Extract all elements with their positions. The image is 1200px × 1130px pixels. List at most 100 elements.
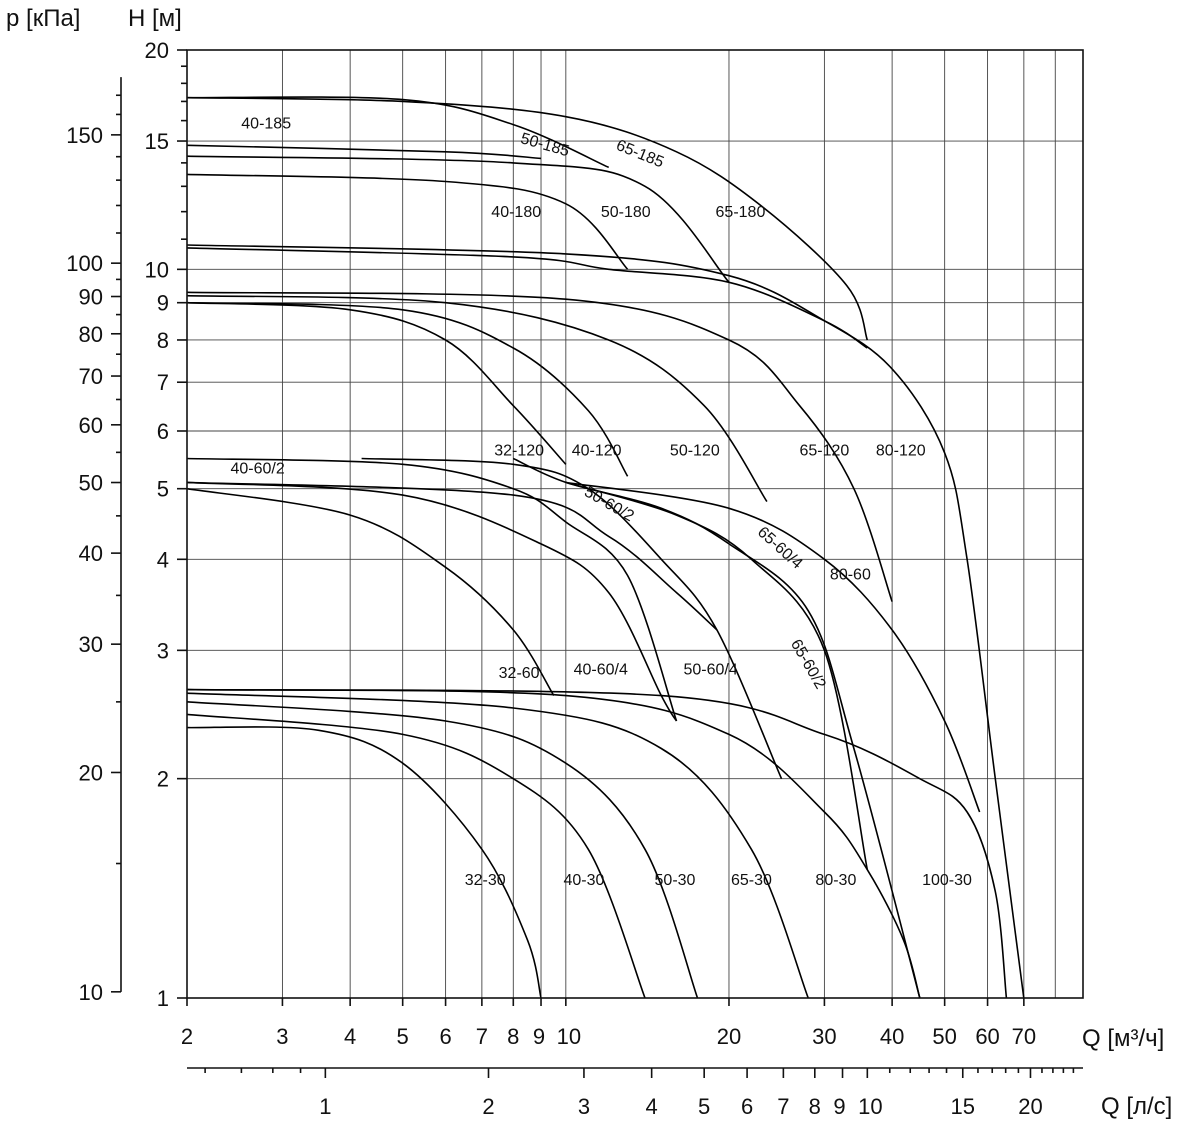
grid <box>186 49 1083 999</box>
x-tick-label: 30 <box>812 1024 836 1049</box>
x2-tick-label: 9 <box>833 1094 845 1119</box>
x-tick-label: 7 <box>476 1024 488 1049</box>
curve-label-100-30: 100-30 <box>922 872 972 889</box>
curve-65-180 <box>186 155 730 283</box>
curve-80-60 <box>565 481 981 813</box>
y2-tick-label: 80 <box>79 322 103 347</box>
x-tick-label: 20 <box>717 1024 741 1049</box>
y2-tick-label: 50 <box>79 471 103 496</box>
curve-label-40-185: 40-185 <box>241 116 291 133</box>
curve-label-40-120: 40-120 <box>572 443 622 460</box>
curve-40-180 <box>186 247 868 349</box>
y-tick-label: 8 <box>157 328 169 353</box>
x2-tick-label: 4 <box>646 1094 658 1119</box>
x-tick-label: 3 <box>276 1024 288 1049</box>
x-tick-label: 9 <box>533 1024 545 1049</box>
curve-label-80-120: 80-120 <box>876 443 926 460</box>
curve-label-32-120: 32-120 <box>494 443 544 460</box>
curve-label-50-30: 50-30 <box>655 872 696 889</box>
y-tick-label: 2 <box>157 767 169 792</box>
curve-40-120 <box>186 301 629 477</box>
y2-tick-label: 30 <box>79 632 103 657</box>
x-tick-label: 50 <box>932 1024 956 1049</box>
performance-curves <box>186 96 1025 999</box>
x-tick-label: 6 <box>439 1024 451 1049</box>
y2-tick-label: 20 <box>79 760 103 785</box>
axes: 2 3 4 5 6 7 8 9 10 20 30 40 50 60 70123456789101520102… <box>66 38 1083 1119</box>
curve-50-180 <box>186 173 629 270</box>
curve-label-65-30: 65-30 <box>731 872 772 889</box>
curve-80-120 <box>186 244 1025 999</box>
y-tick-label: 9 <box>157 291 169 316</box>
curve-40-185 <box>186 144 542 160</box>
curve-40-60/4 <box>186 481 678 722</box>
y2-tick-label: 10 <box>79 980 103 1005</box>
curve-50-185 <box>186 96 610 169</box>
x2-tick-label: 8 <box>809 1094 821 1119</box>
curve-label-40-60/4: 40-60/4 <box>574 661 628 678</box>
curve-50-120 <box>186 294 768 503</box>
x2-tick-label: 10 <box>858 1094 882 1119</box>
y2-tick-label: 150 <box>66 123 103 148</box>
y-tick-label: 3 <box>157 638 169 663</box>
x-tick-label: 8 <box>507 1024 519 1049</box>
curve-65-185 <box>186 96 869 341</box>
y2-tick-label: 40 <box>79 541 103 566</box>
curve-label-50-180: 50-180 <box>601 204 651 221</box>
x2-tick-label: 6 <box>741 1094 753 1119</box>
x2-tick-label: 2 <box>482 1094 494 1119</box>
x2-axis-title: Q [л/с] <box>1101 1093 1172 1120</box>
x2-tick-label: 1 <box>319 1094 331 1119</box>
y-tick-label: 10 <box>145 257 169 282</box>
curve-label-65-185: 65-185 <box>614 137 667 171</box>
curve-label-40-180: 40-180 <box>491 204 541 221</box>
y2-tick-label: 70 <box>79 364 103 389</box>
x-tick-label: 10 <box>557 1024 581 1049</box>
curve-label-40-30: 40-30 <box>563 872 604 889</box>
x-tick-label: 4 <box>344 1024 356 1049</box>
curve-65-120 <box>186 291 893 602</box>
x-tick-label: 70 <box>1012 1024 1036 1049</box>
y2-tick-label: 90 <box>79 285 103 310</box>
x-tick-label: 60 <box>975 1024 999 1049</box>
curve-65-30 <box>186 692 809 999</box>
curve-80-30 <box>186 688 921 999</box>
x2-tick-label: 7 <box>777 1094 789 1119</box>
x-tick-label: 2 <box>181 1024 193 1049</box>
y-axis-title: H [м] <box>128 5 182 32</box>
x2-tick-label: 5 <box>698 1094 710 1119</box>
curve-50-60/2 <box>186 481 718 631</box>
curve-label-65-120: 65-120 <box>799 443 849 460</box>
x2-tick-label: 3 <box>578 1094 590 1119</box>
curve-40-30 <box>186 713 646 999</box>
curve-32-120 <box>186 301 567 465</box>
y2-tick-label: 100 <box>66 251 103 276</box>
x2-tick-label: 20 <box>1018 1094 1042 1119</box>
y2-tick-label: 60 <box>79 413 103 438</box>
y-tick-label: 15 <box>145 129 169 154</box>
y-tick-label: 4 <box>157 547 169 572</box>
curve-label-50-60/4: 50-60/4 <box>683 661 737 678</box>
curve-50-30 <box>186 701 699 999</box>
curve-32-30 <box>186 726 542 999</box>
curve-label-50-120: 50-120 <box>670 443 720 460</box>
y-tick-label: 20 <box>145 38 169 63</box>
curve-label-65-180: 65-180 <box>716 204 766 221</box>
curve-50-60/4 <box>361 457 783 780</box>
curve-label-50-185: 50-185 <box>519 130 572 160</box>
curve-label-80-60: 80-60 <box>830 567 871 584</box>
curve-label-80-30: 80-30 <box>815 872 856 889</box>
x-axis-title: Q [м³/ч] <box>1082 1025 1164 1052</box>
curve-65-60/2 <box>565 481 869 870</box>
y2-axis-title: p [кПа] <box>6 5 80 32</box>
y-tick-label: 6 <box>157 419 169 444</box>
y-tick-label: 5 <box>157 477 169 502</box>
plot-frame <box>186 49 1084 999</box>
curve-label-32-60: 32-60 <box>499 665 540 682</box>
curve-label-32-30: 32-30 <box>465 872 506 889</box>
y-tick-label: 7 <box>157 370 169 395</box>
y-tick-label: 1 <box>157 986 169 1011</box>
x2-tick-label: 15 <box>951 1094 975 1119</box>
curve-100-30 <box>186 688 1008 999</box>
